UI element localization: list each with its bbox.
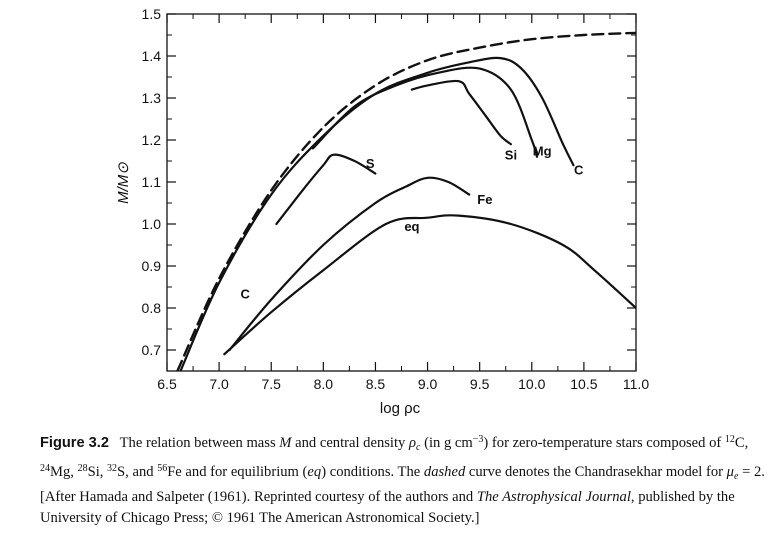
caption-subscript-c: c: [416, 442, 421, 453]
x-tick-label: 6.5: [157, 376, 177, 392]
caption-journal: The Astrophysical Journal: [476, 489, 631, 505]
y-tick-label: 0.9: [142, 258, 162, 274]
series-line-chandrasekhar-dashed: [176, 31, 636, 371]
series-label-c: C: [574, 162, 584, 177]
plot-frame: [166, 13, 637, 372]
y-tick-label: 1.5: [142, 6, 162, 22]
x-tick-label: 10.0: [518, 376, 545, 392]
x-tick-label: 8.5: [366, 376, 386, 392]
x-tick-label: 10.5: [570, 376, 597, 392]
mass-density-chart: 6.5 7.0 7.5 8.0 8.5 9.0 9.5 10.0 10.5 11.0 0.7 0.8 0…: [115, 6, 650, 417]
caption-iso-si: 28: [77, 463, 88, 474]
plot-axes: 6.5 7.0 7.5 8.0 8.5 9.0 9.5 10.0 10.5 11.0 0.7 0.8 0…: [142, 6, 650, 392]
series-label-eq: eq: [404, 219, 419, 234]
caption-iso-mg: 24: [40, 463, 50, 474]
caption-iso-c: 12: [724, 434, 735, 445]
x-tick-label: 7.0: [209, 376, 229, 392]
caption-symbol-mu: μ: [726, 464, 734, 480]
figure-number: Figure 3.2: [40, 435, 109, 451]
series-line-mg: [311, 66, 539, 158]
x-tick-label: 7.5: [261, 376, 281, 392]
series-line-c: [179, 56, 575, 371]
series-line-eq: [223, 214, 636, 356]
x-tick-label: 8.0: [314, 376, 334, 392]
y-axis-title: M/M⊙: [115, 162, 132, 204]
caption-text-11: curve denotes the Chandrasekhar model fo…: [465, 464, 727, 480]
y-tick-label: 0.7: [142, 342, 162, 358]
caption-exponent: −3: [472, 434, 484, 445]
x-tick-label: 9.5: [470, 376, 490, 392]
series-label-si: Si: [505, 148, 517, 163]
caption-iso-fe: 56: [157, 463, 168, 474]
series-line-si: [410, 79, 512, 146]
x-tick-label: 9.0: [418, 376, 438, 392]
x-axis-title: log ρc: [380, 400, 421, 417]
caption-iso-s: 32: [107, 463, 118, 474]
caption-text-3: (in g cm: [420, 435, 473, 451]
series-label-s: S: [366, 156, 375, 171]
caption-symbol-rho: ρ: [409, 435, 417, 451]
figure-caption: Figure 3.2 The relation between mass M a…: [40, 429, 770, 529]
caption-text-6: Mg,: [50, 464, 78, 480]
caption-text-10: ) conditions. The: [321, 464, 424, 480]
series-labels: S Si Mg C Fe eq C: [240, 144, 584, 302]
y-tick-label: 1.1: [142, 174, 162, 190]
caption-text-1: The relation between mass: [119, 435, 280, 451]
caption-text-5: C,: [734, 435, 749, 451]
caption-text-9: Fe and for equilibrium (: [167, 464, 308, 480]
caption-symbol-m: M: [279, 435, 292, 451]
y-tick-label: 1.0: [142, 216, 162, 232]
series-line-fe: [228, 176, 471, 352]
caption-dashed-word: dashed: [423, 464, 466, 480]
y-tick-label: 1.4: [142, 48, 162, 64]
caption-subscript-e: e: [733, 471, 739, 482]
y-tick-label: 1.3: [142, 90, 162, 106]
caption-text-8: S, and: [117, 464, 158, 480]
x-tick-label: 11.0: [623, 376, 649, 392]
caption-text-7: Si,: [87, 464, 108, 480]
caption-text-2: and central density: [291, 435, 409, 451]
caption-eq-word: eq: [307, 464, 322, 480]
series-label-c: C: [240, 286, 250, 301]
caption-text-13: , published by the University of Chicago…: [40, 489, 735, 526]
series-layer: [176, 31, 636, 371]
y-tick-label: 1.2: [142, 132, 162, 148]
series-line-s: [275, 153, 377, 226]
series-label-mg: Mg: [533, 144, 552, 159]
series-label-fe: Fe: [477, 192, 492, 207]
caption-text-12: = 2. [After Hamada and Salpeter (1961). …: [40, 464, 765, 505]
y-tick-label: 0.8: [142, 300, 162, 316]
caption-text-4: ) for zero-temperature stars composed of: [483, 435, 725, 451]
